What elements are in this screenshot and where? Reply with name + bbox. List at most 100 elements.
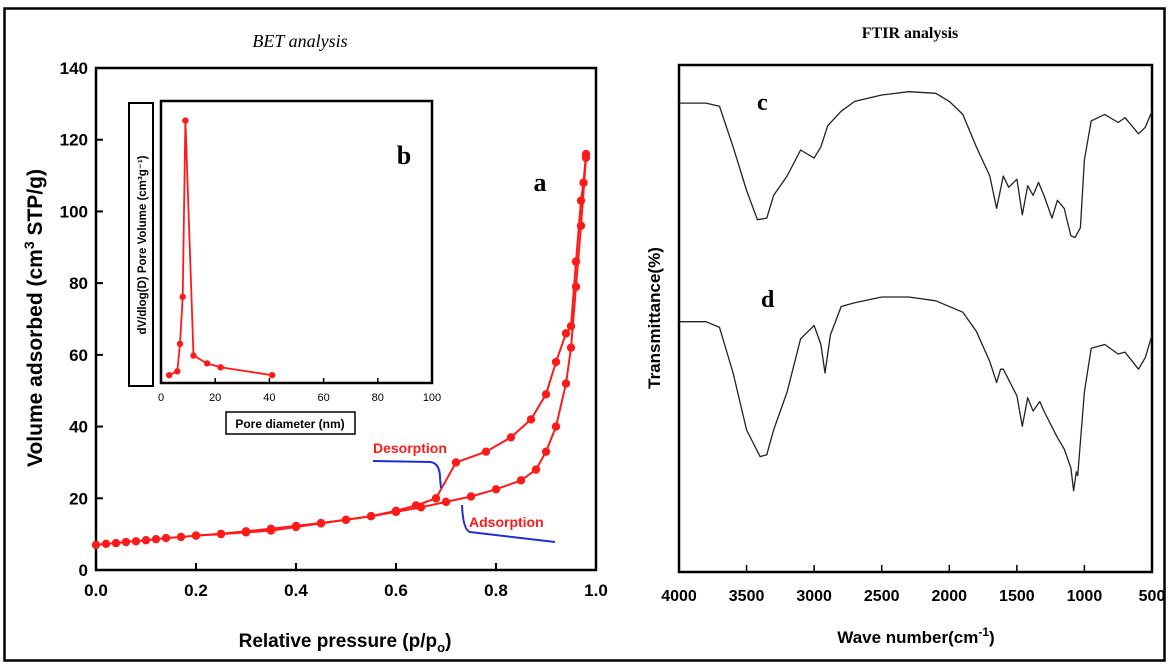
bet-data-point — [561, 379, 571, 388]
bet-data-point — [526, 415, 536, 424]
bet-y-axis-label: Volume adsorbed (cm3 STP/g) — [21, 169, 47, 467]
ftir-series: cd — [679, 90, 1153, 492]
bet-data-point — [566, 343, 576, 352]
bet-y-tick-label: 140 — [60, 59, 88, 78]
inset-data-point — [165, 371, 173, 379]
bet-plot-frame — [94, 66, 598, 572]
ftir-x-tick-label: 4000 — [661, 588, 697, 605]
bet-data-point — [341, 515, 351, 524]
inset-data-point — [190, 352, 197, 359]
bet-data-point — [466, 492, 476, 501]
bet-ticks: 0.0 0.2 0.4 0.6 0.8 1.0 0 20 40 60 80 100 120 140 — [60, 59, 608, 600]
bet-x-tick-label: 0.2 — [184, 581, 208, 600]
inset-series — [165, 117, 276, 379]
inset-data-point — [174, 368, 181, 375]
bet-data-point — [316, 519, 326, 528]
bet-data-point — [566, 321, 576, 331]
bet-data-point — [121, 537, 131, 547]
ftir-x-tick-label: 3500 — [729, 588, 765, 605]
bjh-inset-panel: dV/dlog(D) Pore Volume (cm³g⁻¹) 0 20 40 60 8… — [127, 99, 441, 437]
ftir-x-tick-label: 1000 — [1067, 588, 1103, 605]
bet-x-tick-label: 0.8 — [484, 581, 508, 600]
bet-y-tick-label: 40 — [69, 418, 88, 437]
bet-y-tick-label: 80 — [69, 274, 88, 293]
bet-data-point — [141, 536, 151, 545]
bet-data-point — [216, 529, 226, 539]
ftir-x-tick-label: 1500 — [999, 588, 1035, 605]
bet-data-point — [561, 329, 571, 338]
inset-y-axis-label: dV/dlog(D) Pore Volume (cm³g⁻¹) — [137, 155, 149, 334]
bet-data-point — [551, 357, 561, 367]
ftir-x-tick-label: 500 — [1139, 588, 1166, 605]
bet-panel: BET analysis 0.0 0.2 0.4 0.6 0.8 1.0 0 20 40 60 80… — [21, 31, 608, 655]
bet-data-point — [451, 458, 461, 467]
inset-ylabel-box — [128, 102, 154, 387]
desorption-arrow — [372, 460, 442, 489]
ftir-x-axis-label: Wave number(cm-1) — [837, 625, 994, 647]
inset-x-axis-label: Pore diameter (nm) — [235, 417, 344, 431]
bet-data-point — [161, 533, 171, 543]
ftir-spectrum-label-c: c — [757, 90, 768, 116]
bet-x-axis-label: Relative pressure (p/po) — [239, 631, 452, 655]
bet-data-point — [551, 422, 561, 431]
bet-data-point — [366, 512, 376, 521]
bet-data-point — [176, 532, 186, 542]
bet-y-tick-label: 120 — [60, 131, 88, 150]
bet-data-point — [576, 196, 586, 205]
inset-data-point — [268, 371, 276, 379]
bet-x-tick-label: 0.0 — [84, 581, 108, 600]
bet-data-point — [541, 390, 551, 399]
bet-data-point — [531, 465, 541, 474]
bet-x-tick-label: 0.4 — [284, 581, 308, 600]
bet-y-tick-label: 60 — [69, 346, 88, 365]
ftir-plot-frame — [677, 63, 1154, 574]
bet-title: BET analysis — [252, 31, 347, 51]
bet-x-tick-label: 0.6 — [384, 581, 408, 600]
bet-data-point — [131, 537, 141, 546]
inset-x-tick-label: 60 — [317, 392, 329, 404]
bet-y-tick-label: 0 — [79, 561, 88, 580]
bet-data-point — [151, 534, 161, 544]
ftir-spectrum-c — [679, 91, 1153, 239]
inset-panel-label: b — [397, 141, 411, 170]
inset-data-point — [217, 364, 224, 371]
inset-x-tick-label: 20 — [209, 392, 221, 404]
ftir-x-tick-label: 2500 — [864, 588, 900, 605]
bet-series — [91, 149, 591, 550]
bet-data-point — [111, 538, 121, 548]
bet-x-tick-label: 1.0 — [584, 581, 608, 600]
inset-data-point — [203, 360, 211, 367]
inset-x-tick-label: 80 — [372, 392, 384, 404]
inset-x-tick-label: 100 — [423, 392, 441, 404]
bet-data-point — [581, 149, 591, 159]
ftir-spectrum-label-d: d — [761, 287, 775, 313]
bet-data-point — [541, 447, 551, 456]
inset-xlabel-box — [225, 411, 356, 435]
inset-background — [127, 101, 433, 437]
adsorption-arrow — [461, 504, 556, 543]
bet-data-point — [579, 178, 588, 187]
ftir-spectrum-d — [679, 296, 1153, 492]
inset-x-tick-label: 0 — [158, 392, 164, 404]
bet-data-point — [291, 522, 301, 532]
inset-data-point — [179, 293, 186, 301]
bet-data-point — [101, 539, 111, 549]
bet-data-point — [481, 447, 491, 456]
bet-data-point — [266, 526, 276, 535]
bet-panel-label: a — [534, 168, 547, 197]
bet-y-tick-label: 20 — [69, 489, 88, 508]
ftir-x-tick-label: 2000 — [931, 588, 967, 605]
desorption-label: Desorption — [373, 440, 447, 456]
bet-data-point — [506, 433, 516, 442]
bet-data-point — [431, 494, 441, 503]
inset-ticks: 0 20 40 60 80 100 — [158, 378, 441, 404]
bet-data-point — [241, 528, 251, 537]
ftir-title: FTIR analysis — [862, 25, 958, 42]
bet-data-point — [391, 506, 401, 516]
ftir-y-axis-label: Transmittance(%) — [645, 247, 664, 389]
bet-data-point — [516, 476, 526, 485]
inset-data-point — [176, 340, 184, 348]
bet-y-tick-label: 100 — [60, 202, 88, 221]
